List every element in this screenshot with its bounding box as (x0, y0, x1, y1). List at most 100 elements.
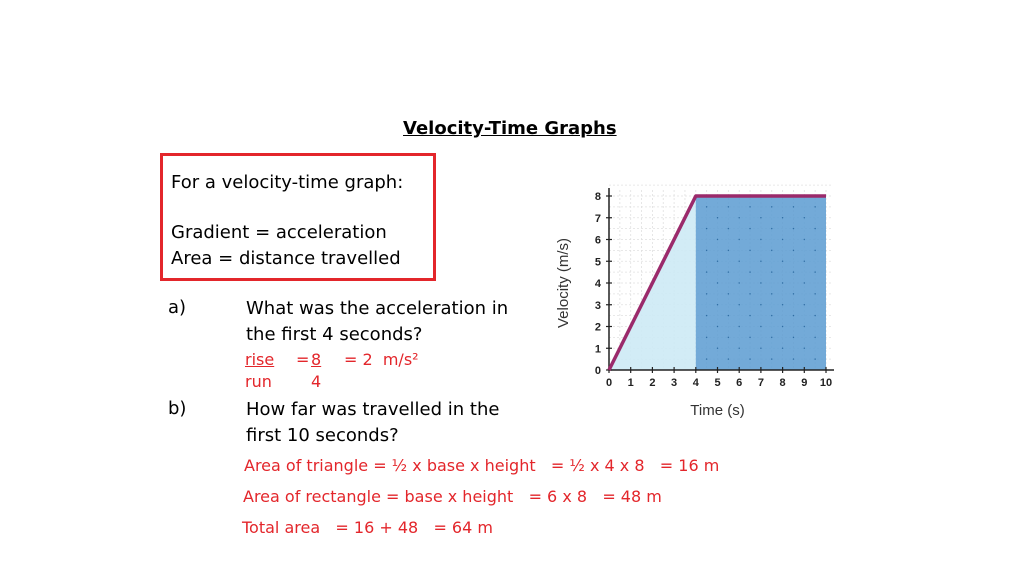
rectangle-dot (781, 282, 784, 284)
rectangle-dot (792, 227, 795, 230)
rectangle-dot (749, 293, 751, 295)
x-tick-label: 1 (628, 377, 634, 389)
rectangle-dot (771, 206, 773, 208)
rectangle-dot (803, 347, 805, 349)
y-tick-label: 5 (595, 256, 601, 268)
rectangle-dot (814, 271, 816, 273)
rectangle-dot (814, 358, 816, 360)
rectangle-dot (792, 314, 795, 317)
rectangle-dot (727, 358, 730, 360)
rectangle-dot (727, 227, 730, 230)
question-a-text: What was the acceleration in the first 4… (246, 296, 546, 348)
rectangle-dot (792, 249, 795, 252)
page-title: Velocity-Time Graphs (403, 118, 617, 139)
question-b-line2: first 10 seconds? (246, 425, 399, 446)
rectangle-dot (716, 260, 719, 262)
rectangle-dot (781, 347, 784, 349)
rectangle-dot (781, 238, 784, 241)
rectangle-dot (760, 325, 762, 328)
rectangle-dot (803, 304, 805, 306)
rectangle-dot (738, 282, 740, 284)
rectangle-dot (716, 347, 719, 349)
x-tick-label: 9 (801, 377, 807, 389)
work-rise: rise (245, 350, 275, 369)
x-tick-label: 8 (780, 377, 786, 389)
rectangle-dot (749, 314, 751, 317)
velocity-time-chart: 0 1 2 3 4 5 6 7 8 9 10 0 1 2 3 4 5 6 7 8 Time (s) Velocity (m… (555, 184, 834, 419)
definition-heading: For a velocity-time graph: (171, 172, 404, 193)
rectangle-dot (749, 336, 751, 339)
area-definition: Area = distance travelled (171, 248, 401, 269)
work-result: = 2 m/s² (344, 350, 419, 369)
rectangle-dot (749, 249, 751, 252)
x-tick-label: 5 (714, 377, 720, 389)
rectangle-dot (814, 314, 816, 317)
rectangle-dot (749, 358, 751, 360)
rectangle-dot (727, 293, 730, 295)
rectangle-dot (803, 325, 805, 328)
rectangle-dot (792, 206, 795, 208)
total-area-working: Total area = 16 + 48 = 64 m (242, 518, 493, 537)
rectangle-dot (814, 206, 816, 208)
velocity-line (607, 194, 826, 371)
rectangle-dot (727, 271, 730, 273)
y-tick-label: 6 (595, 235, 601, 247)
rectangle-dot (814, 293, 816, 295)
rectangle-dot (814, 227, 816, 230)
rectangle-dot (781, 325, 784, 328)
y-axis-label: Velocity (m/s) (555, 238, 572, 328)
rectangle-dot (749, 206, 751, 208)
rectangle-dot (803, 217, 805, 219)
rectangle-dot (771, 271, 773, 273)
rectangle-dot (760, 304, 762, 306)
rectangle-dot (792, 293, 795, 295)
rectangle-dot (760, 347, 762, 349)
y-tick-label: 0 (595, 365, 601, 377)
question-a-line2: the first 4 seconds? (246, 324, 423, 345)
rectangle-dot (760, 217, 762, 219)
rectangle-dot (792, 336, 795, 339)
y-tick-label: 3 (595, 300, 601, 312)
rectangle-dot (760, 260, 762, 262)
rectangle-dot (716, 325, 719, 328)
rectangle-dot (781, 217, 784, 219)
x-axis-label: Time (s) (690, 402, 744, 419)
work-run: run (245, 372, 272, 391)
triangle-area-working: Area of triangle = ½ x base x height = ½… (244, 456, 720, 475)
rectangle-dot (771, 358, 773, 360)
rectangle-dot (716, 304, 719, 306)
rectangle-dot (771, 249, 773, 252)
rectangle-dot (771, 314, 773, 317)
rectangle-area-working: Area of rectangle = base x height = 6 x … (243, 487, 662, 506)
rectangle-dot (814, 336, 816, 339)
rectangle-dot (760, 238, 762, 241)
rectangle-dot (781, 304, 784, 306)
rectangle-dot (705, 206, 708, 208)
x-tick-label: 4 (693, 377, 700, 389)
rectangle-dot (738, 325, 740, 328)
y-tick-label: 7 (595, 213, 601, 225)
rectangle-dot (727, 249, 730, 252)
work-equals: = (296, 350, 310, 369)
rectangle-dot (781, 260, 784, 262)
work-numerator: 8 (311, 350, 322, 369)
rectangle-dot (738, 304, 740, 306)
rectangle-dot (705, 271, 708, 273)
rectangle-dot (803, 260, 805, 262)
question-b-line1: How far was travelled in the (246, 399, 500, 420)
rectangle-dot (716, 282, 719, 284)
x-tick-label: 7 (758, 377, 764, 389)
x-tick-label: 10 (820, 377, 832, 389)
rectangle-dot (705, 249, 708, 252)
question-a-line1: What was the acceleration in (246, 298, 509, 319)
rectangle-dot (803, 282, 805, 284)
x-tick-label: 0 (606, 377, 612, 389)
rectangle-dot (727, 314, 730, 317)
rectangle-dot (738, 217, 740, 219)
rectangle-dot (727, 336, 730, 339)
question-b-text: How far was travelled in the first 10 se… (246, 397, 546, 449)
rectangle-dot (705, 314, 708, 317)
rectangle-dot (792, 358, 795, 360)
y-tick-label: 8 (595, 191, 601, 203)
x-tick-label: 3 (671, 377, 677, 389)
